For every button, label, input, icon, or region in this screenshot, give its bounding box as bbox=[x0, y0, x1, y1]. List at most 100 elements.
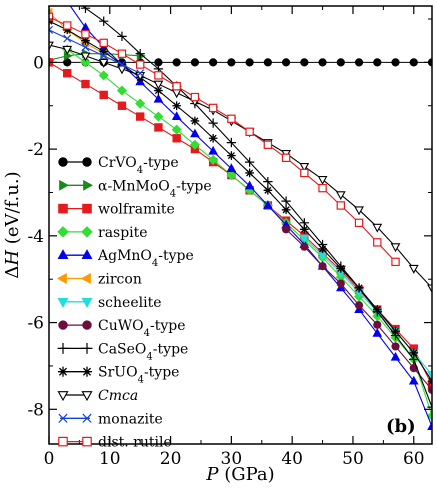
data-point-raspite bbox=[189, 139, 200, 150]
x-tick-label: 50 bbox=[342, 449, 364, 469]
legend-item-cuwo4-type: CuWO4-type bbox=[58, 318, 186, 339]
legend-marker-mnmoo4-type bbox=[83, 179, 94, 191]
data-point-sruo4-type bbox=[99, 47, 109, 56]
data-point-crvo4-type bbox=[209, 58, 218, 67]
data-point-dist-rutile bbox=[208, 103, 218, 113]
data-point-wolframite bbox=[63, 69, 72, 78]
legend-marker-zircon bbox=[56, 273, 67, 284]
legend-marker-wolframite bbox=[58, 203, 68, 214]
data-point-monazite bbox=[136, 69, 145, 78]
data-point-sruo4-type bbox=[300, 225, 309, 234]
legend-label-agmno4-type: AgMnO4-type bbox=[97, 248, 194, 269]
legend-marker-crvo4-type bbox=[82, 157, 92, 167]
legend-marker-agmno4-type bbox=[57, 249, 69, 260]
data-point-sruo4-type bbox=[354, 283, 364, 293]
data-point-monazite bbox=[117, 60, 126, 69]
data-point-sruo4-type bbox=[154, 86, 163, 95]
y-axis-title: ΔH (eV/f.u.) bbox=[2, 171, 23, 278]
data-point-cuwo4-type bbox=[354, 301, 364, 310]
data-point-crvo4-type bbox=[409, 58, 418, 67]
data-point-crvo4-type bbox=[281, 58, 291, 67]
legend-marker-zircon bbox=[80, 273, 91, 284]
data-point-cmca bbox=[427, 284, 432, 294]
legend-item-zircon: zircon bbox=[56, 272, 142, 288]
data-point-dist-rutile bbox=[336, 201, 346, 210]
legend-marker-scheelite bbox=[81, 297, 93, 308]
x-tick-label: 10 bbox=[99, 449, 121, 469]
y-tick-label: -8 bbox=[27, 400, 44, 420]
data-point-caseo4-type bbox=[99, 16, 109, 26]
panel-label: (b) bbox=[386, 416, 416, 437]
data-point-cuwo4-type bbox=[373, 320, 382, 329]
legend-marker-raspite bbox=[57, 226, 69, 238]
data-point-caseo4-type bbox=[135, 49, 145, 59]
data-point-agmno4-type bbox=[190, 128, 200, 138]
data-point-sruo4-type bbox=[318, 244, 327, 254]
data-point-dist-rutile bbox=[81, 29, 90, 39]
data-point-scheelite bbox=[427, 371, 432, 381]
y-tick-label: -4 bbox=[27, 227, 44, 247]
legend-marker-dist-rutile bbox=[58, 436, 68, 447]
data-point-cuwo4-type bbox=[391, 342, 400, 351]
data-point-raspite bbox=[153, 111, 164, 122]
legend-marker-cuwo4-type bbox=[58, 320, 68, 330]
x-axis-title: P (GPa) bbox=[205, 464, 274, 485]
data-point-cuwo4-type bbox=[336, 279, 345, 288]
legend-label-mnmoo4-type: α-MnMoO4-type bbox=[98, 178, 212, 199]
data-point-cmca bbox=[390, 243, 401, 253]
legend-marker-caseo4-type bbox=[81, 342, 93, 354]
data-point-monazite bbox=[63, 34, 72, 43]
data-point-cmca bbox=[98, 58, 109, 68]
data-point-raspite bbox=[226, 170, 237, 181]
data-point-caseo4-type bbox=[244, 157, 255, 167]
axes-layer: 0 10 20 30 40 50 60 0 -2 -4 -6 -8 P (GPa) ΔH (eV/f.u.… bbox=[2, 6, 432, 485]
data-point-cmca bbox=[408, 264, 419, 274]
legend-marker-wolframite bbox=[82, 203, 92, 214]
legend-marker-monazite bbox=[58, 413, 68, 423]
data-point-crvo4-type bbox=[391, 58, 400, 67]
data-point-crvo4-type bbox=[336, 58, 345, 67]
data-point-dist-rutile bbox=[227, 114, 236, 123]
data-point-sruo4-type bbox=[227, 151, 236, 160]
data-point-dist-rutile bbox=[373, 238, 382, 247]
legend-marker-dist-rutile bbox=[82, 436, 92, 447]
data-point-caseo4-type bbox=[281, 196, 291, 206]
data-point-agmno4-type bbox=[208, 145, 218, 155]
data-point-wolframite bbox=[135, 112, 145, 121]
legend-label-cmca: Cmca bbox=[98, 388, 138, 404]
legend-label-raspite: raspite bbox=[98, 225, 148, 241]
series-line-sruo4-type bbox=[49, 20, 432, 382]
data-point-sruo4-type bbox=[245, 168, 254, 178]
data-point-cmca bbox=[317, 176, 328, 185]
data-point-cmca bbox=[372, 223, 383, 233]
data-point-crvo4-type bbox=[190, 58, 200, 67]
y-tick-label: -2 bbox=[27, 140, 44, 160]
data-point-agmno4-type bbox=[171, 111, 182, 120]
data-point-wolframite bbox=[117, 101, 127, 110]
data-point-cmca bbox=[153, 80, 164, 90]
series-line-caseo4-type bbox=[81, 6, 432, 408]
legend-label-caseo4-type: CaSeO4-type bbox=[98, 341, 188, 362]
data-point-cmca bbox=[80, 52, 91, 62]
legend-item-scheelite: scheelite bbox=[57, 295, 161, 311]
data-point-cmca bbox=[335, 191, 346, 201]
data-point-crvo4-type bbox=[172, 58, 181, 67]
data-point-raspite bbox=[80, 57, 91, 68]
y-tick-label: -6 bbox=[27, 314, 44, 334]
data-point-cuwo4-type bbox=[300, 242, 309, 251]
legend-marker-cmca bbox=[57, 391, 69, 402]
data-point-caseo4-type bbox=[117, 31, 127, 42]
data-point-dist-rutile bbox=[190, 92, 200, 102]
data-point-agmno4-type bbox=[372, 328, 383, 337]
data-point-crvo4-type bbox=[373, 58, 382, 67]
data-point-crvo4-type bbox=[263, 58, 272, 67]
data-point-monazite bbox=[81, 43, 90, 52]
legend-marker-monazite bbox=[82, 413, 92, 423]
data-point-monazite bbox=[99, 51, 108, 60]
data-point-scheelite bbox=[299, 234, 310, 244]
data-point-dist-rutile bbox=[391, 257, 400, 267]
data-point-cuwo4-type bbox=[318, 262, 327, 271]
data-point-caseo4-type bbox=[226, 137, 237, 148]
data-point-wolframite bbox=[99, 90, 108, 100]
legend-item-cmca: Cmca bbox=[57, 388, 138, 404]
